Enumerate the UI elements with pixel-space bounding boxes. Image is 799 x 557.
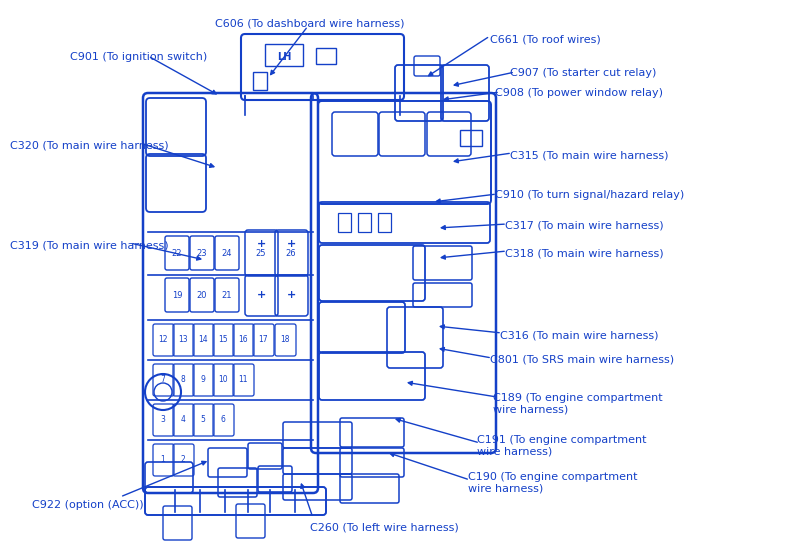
Bar <box>460 130 482 146</box>
Text: C801 (To SRS main wire harness): C801 (To SRS main wire harness) <box>490 355 674 365</box>
Text: C922 (option (ACC)): C922 (option (ACC)) <box>32 500 144 510</box>
Text: 15: 15 <box>218 335 228 344</box>
Text: 7: 7 <box>161 375 165 384</box>
Bar <box>338 213 351 232</box>
Text: C191 (To engine compartment
wire harness): C191 (To engine compartment wire harness… <box>477 435 646 457</box>
Text: 13: 13 <box>178 335 188 344</box>
Text: 16: 16 <box>238 335 248 344</box>
Text: 19: 19 <box>172 291 182 300</box>
Text: 18: 18 <box>280 335 290 344</box>
Text: C316 (To main wire harness): C316 (To main wire harness) <box>500 330 658 340</box>
Bar <box>378 213 391 232</box>
Text: C260 (To left wire harness): C260 (To left wire harness) <box>310 522 459 532</box>
Text: C910 (To turn signal/hazard relay): C910 (To turn signal/hazard relay) <box>495 190 684 200</box>
Text: C318 (To main wire harness): C318 (To main wire harness) <box>505 248 664 258</box>
Text: 21: 21 <box>222 291 233 300</box>
Text: C317 (To main wire harness): C317 (To main wire harness) <box>505 220 664 230</box>
Text: 4: 4 <box>181 416 185 424</box>
Text: LH: LH <box>276 52 291 62</box>
Text: C606 (To dashboard wire harness): C606 (To dashboard wire harness) <box>215 18 405 28</box>
Text: 2: 2 <box>181 456 185 465</box>
Text: C901 (To ignition switch): C901 (To ignition switch) <box>70 52 207 62</box>
Text: 11: 11 <box>238 375 248 384</box>
Bar <box>253 72 267 90</box>
Text: C908 (To power window relay): C908 (To power window relay) <box>495 88 663 98</box>
Text: 26: 26 <box>286 248 296 257</box>
Bar <box>358 213 371 232</box>
Text: 14: 14 <box>198 335 208 344</box>
Text: 23: 23 <box>197 248 207 257</box>
Text: +: + <box>286 290 296 300</box>
Text: +: + <box>256 239 265 249</box>
Text: 22: 22 <box>172 248 182 257</box>
Text: 6: 6 <box>221 416 225 424</box>
Text: +: + <box>286 239 296 249</box>
Text: 10: 10 <box>218 375 228 384</box>
Text: C315 (To main wire harness): C315 (To main wire harness) <box>510 150 669 160</box>
Text: 17: 17 <box>258 335 268 344</box>
Text: +: + <box>256 290 265 300</box>
Text: C907 (To starter cut relay): C907 (To starter cut relay) <box>510 68 656 78</box>
Text: C319 (To main wire harness): C319 (To main wire harness) <box>10 240 169 250</box>
Text: 5: 5 <box>201 416 205 424</box>
Text: 24: 24 <box>222 248 233 257</box>
Text: C320 (To main wire harness): C320 (To main wire harness) <box>10 140 169 150</box>
Text: C190 (To engine compartment
wire harness): C190 (To engine compartment wire harness… <box>468 472 638 494</box>
Text: 8: 8 <box>181 375 185 384</box>
Bar <box>265 44 303 66</box>
Text: 3: 3 <box>161 416 165 424</box>
Text: 25: 25 <box>256 248 266 257</box>
Text: C189 (To engine compartment
wire harness): C189 (To engine compartment wire harness… <box>493 393 662 414</box>
Bar <box>316 48 336 64</box>
Text: 12: 12 <box>158 335 168 344</box>
Text: 1: 1 <box>161 456 165 465</box>
Text: C661 (To roof wires): C661 (To roof wires) <box>490 34 601 44</box>
Text: 20: 20 <box>197 291 207 300</box>
Text: 9: 9 <box>201 375 205 384</box>
